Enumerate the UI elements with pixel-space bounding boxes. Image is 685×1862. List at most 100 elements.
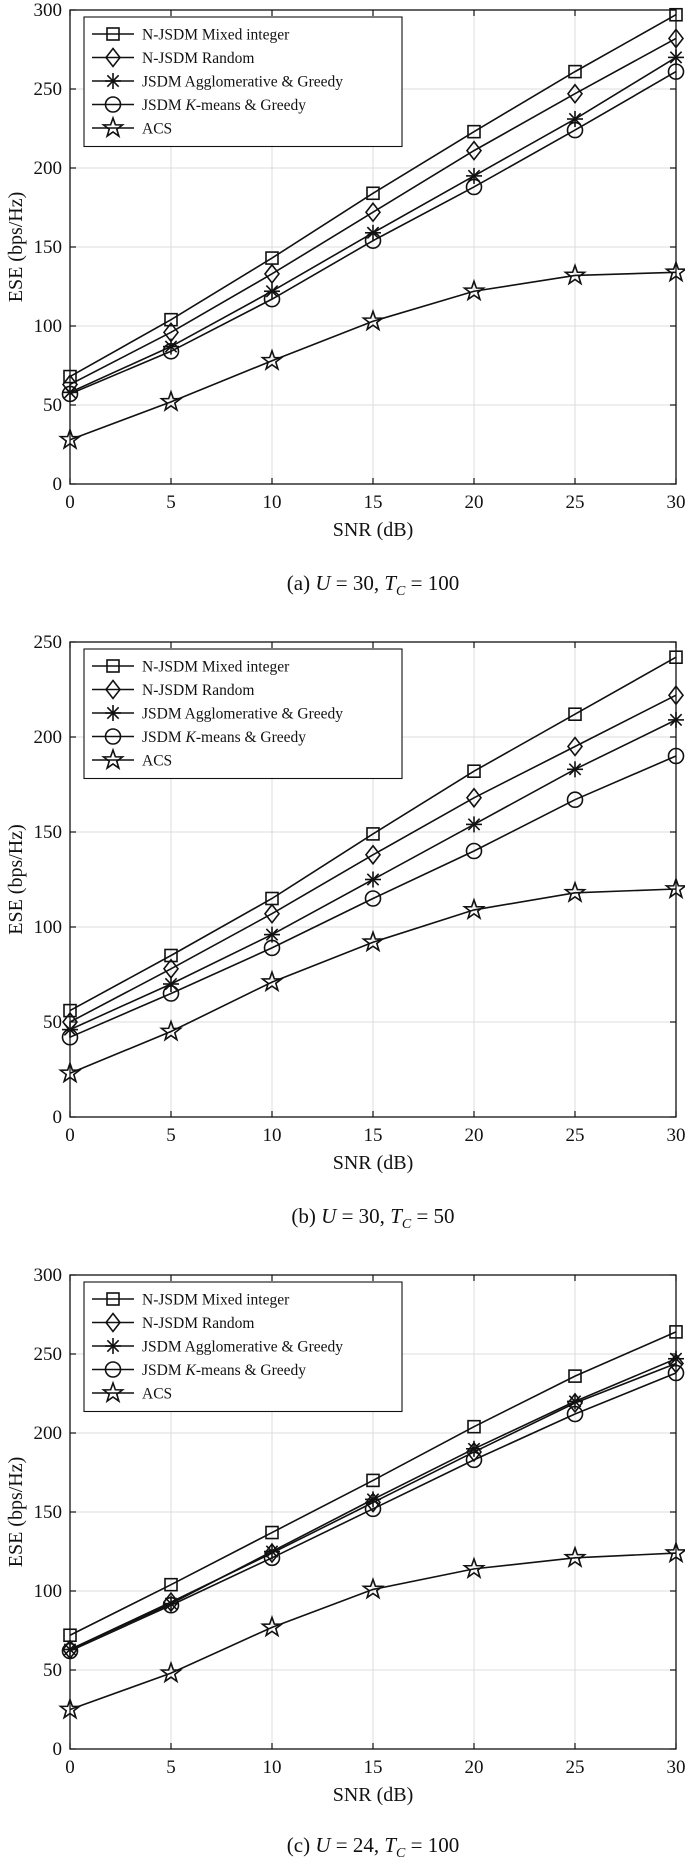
y-tick-label: 250: [34, 632, 63, 653]
legend-entry: JSDM K-means & Greedy: [92, 1361, 306, 1379]
x-tick-label: 25: [566, 492, 585, 513]
data-point: [361, 1576, 385, 1600]
legend-label: JSDM Agglomerative & Greedy: [142, 706, 343, 723]
data-point: [567, 761, 583, 778]
x-tick-label: 20: [465, 1757, 484, 1778]
series-line: [69, 888, 677, 1075]
data-point: [668, 711, 684, 728]
data-point: [61, 1028, 79, 1046]
data-point: [668, 1350, 684, 1367]
data-point: [669, 650, 683, 665]
legend-entry: N-JSDM Random: [92, 679, 254, 700]
y-tick-label: 100: [34, 917, 63, 938]
legend-entry: N-JSDM Random: [92, 47, 254, 68]
data-point: [467, 1419, 481, 1434]
series-5: [58, 1540, 685, 1720]
legend-entry: N-JSDM Random: [92, 1312, 254, 1333]
data-point: [563, 880, 587, 903]
x-tick-label: 15: [364, 1757, 383, 1778]
x-tick-label: 0: [65, 1125, 75, 1146]
x-tick-label: 20: [465, 492, 484, 513]
x-tick-label: 30: [667, 1757, 685, 1778]
series-5: [58, 259, 685, 450]
legend-label: JSDM K-means & Greedy: [142, 1362, 306, 1379]
legend-marker: [104, 96, 122, 113]
legend-entry: JSDM Agglomerative & Greedy: [92, 1338, 343, 1356]
data-point: [159, 389, 183, 412]
data-point: [667, 747, 685, 765]
series-4: [61, 63, 685, 403]
legend: N-JSDM Mixed integer N-JSDM Random JSDM Ag…: [83, 648, 403, 780]
y-tick-label: 250: [34, 79, 63, 100]
data-point: [366, 827, 380, 841]
data-point: [664, 876, 685, 900]
chart-panel-2: 0 5 10 15 20 25 30 0 50 100 150 200 250 SNR (dB) ESE (…: [5, 632, 685, 1232]
data-point: [361, 308, 385, 332]
data-point: [462, 1556, 486, 1579]
data-point: [361, 929, 385, 953]
x-tick-label: 25: [566, 1125, 585, 1146]
legend-marker: [105, 73, 121, 89]
data-point: [566, 736, 584, 757]
x-tick-label: 10: [263, 492, 282, 513]
series-line: [69, 37, 677, 386]
data-point: [63, 1003, 77, 1018]
legend-marker: [104, 679, 122, 700]
y-tick-label: 150: [34, 237, 63, 258]
series-line: [69, 1372, 677, 1652]
legend-marker: [104, 1312, 122, 1333]
data-point: [568, 1369, 582, 1383]
legend: N-JSDM Mixed integer N-JSDM Random JSDM Ag…: [83, 1281, 403, 1413]
y-tick-label: 100: [34, 316, 63, 337]
y-tick-label: 50: [43, 1660, 62, 1681]
data-point: [563, 263, 587, 286]
series-line: [69, 755, 677, 1038]
data-point: [364, 844, 382, 866]
y-tick-label: 300: [34, 1265, 63, 1286]
data-point: [462, 897, 486, 920]
data-point: [667, 1364, 685, 1382]
x-tick-label: 15: [364, 1125, 383, 1146]
legend-marker: [104, 1361, 122, 1378]
y-tick-label: 250: [34, 1344, 63, 1365]
series-line: [69, 1552, 677, 1711]
y-tick-label: 0: [53, 1739, 63, 1760]
legend-box: [83, 648, 403, 780]
legend-entry: N-JSDM Mixed integer: [92, 27, 290, 44]
data-point: [566, 121, 584, 139]
data-point: [164, 948, 178, 963]
data-point: [566, 83, 584, 105]
y-tick-label: 150: [34, 1502, 63, 1523]
x-tick-label: 10: [263, 1757, 282, 1778]
x-tick-label: 15: [364, 492, 383, 513]
data-point: [260, 969, 284, 993]
legend-marker: [101, 747, 125, 771]
data-point: [58, 1697, 82, 1720]
data-point: [366, 186, 380, 201]
data-point: [58, 1060, 82, 1084]
legend-entry: ACS: [92, 747, 172, 771]
legend-entry: JSDM Agglomerative & Greedy: [92, 705, 343, 723]
x-tick-label: 10: [263, 1125, 282, 1146]
x-tick-label: 25: [566, 1757, 585, 1778]
y-tick-label: 100: [34, 1581, 63, 1602]
x-tick-label: 5: [166, 492, 176, 513]
legend-label: N-JSDM Random: [142, 1315, 254, 1332]
data-point: [364, 201, 382, 223]
legend-marker: [101, 115, 125, 139]
data-point: [364, 890, 382, 907]
data-point: [164, 312, 178, 327]
data-point: [566, 1405, 584, 1423]
legend-label: N-JSDM Mixed integer: [142, 1292, 290, 1309]
x-tick-label: 5: [166, 1125, 176, 1146]
series-1: [63, 650, 683, 1018]
legend-label: N-JSDM Mixed integer: [142, 27, 290, 44]
x-axis-label: SNR (dB): [333, 1152, 414, 1174]
series-line: [69, 1331, 677, 1636]
data-point: [664, 259, 685, 283]
x-axis-label: SNR (dB): [333, 519, 414, 541]
series-line: [69, 694, 677, 1023]
data-point: [568, 64, 582, 79]
panel-caption: (b) U = 30, TC = 50: [291, 1204, 454, 1232]
tick-marks: [69, 1274, 677, 1750]
